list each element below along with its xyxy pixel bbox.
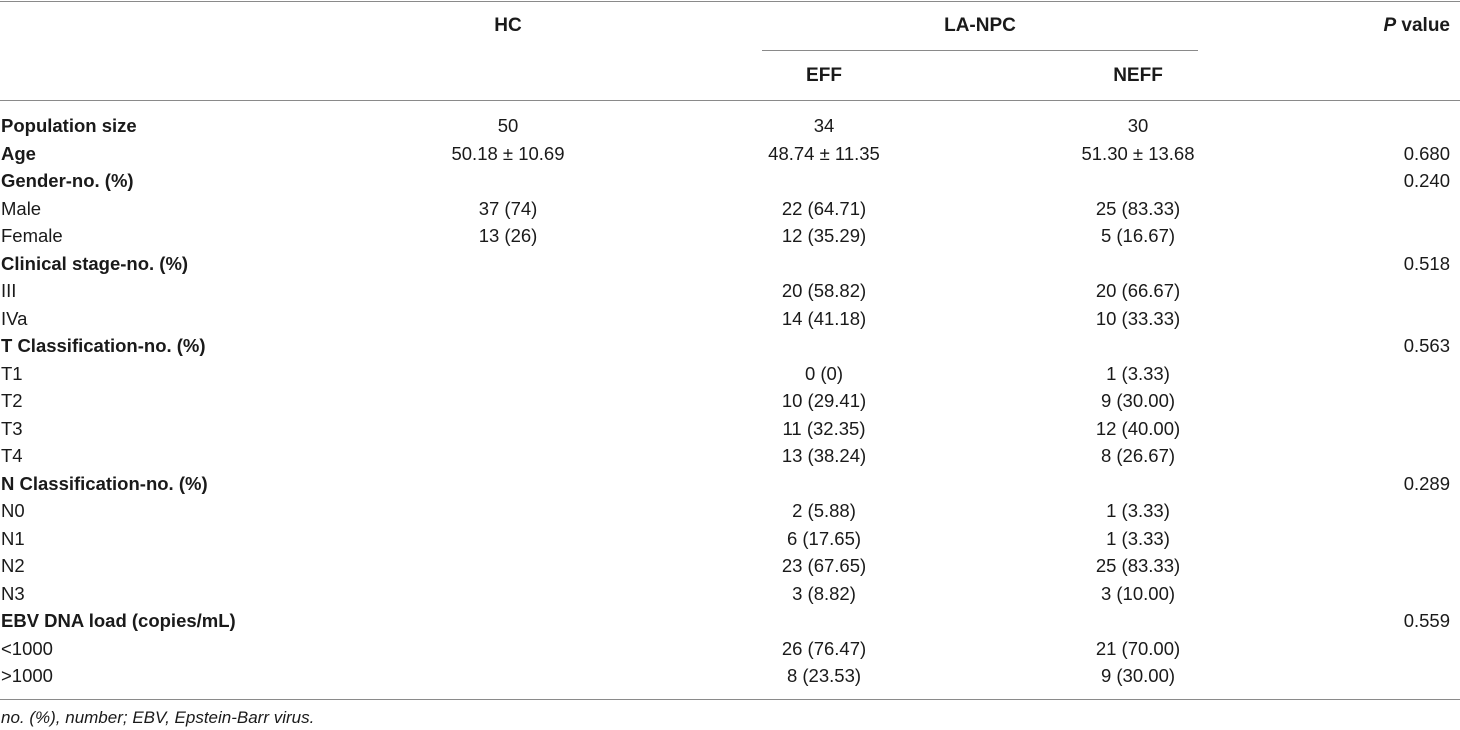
row-label: T1 <box>1 362 23 384</box>
table-section-row: N Classification-no. (%) 0.289 <box>0 470 1460 498</box>
table-body: Population size 50 34 30 Age 50.18 ± 10.69 48.… <box>0 112 1460 690</box>
row-label: N3 <box>1 582 25 604</box>
table-row: Male 37 (74) 22 (64.71) 25 (83.33) <box>0 195 1460 223</box>
cell-eff: 20 (58.82) <box>781 280 867 301</box>
column-group-header-la-npc: LA-NPC <box>944 15 1016 36</box>
table-row: N1 6 (17.65) 1 (3.33) <box>0 525 1460 553</box>
table-row: IVa 14 (41.18) 10 (33.33) <box>0 305 1460 333</box>
row-label: Female <box>1 225 63 246</box>
cell-eff: 13 (38.24) <box>781 445 867 466</box>
cell-neff: 12 (40.00) <box>1095 417 1181 439</box>
row-label: N2 <box>1 555 25 576</box>
table-section-row: EBV DNA load (copies/mL) 0.559 <box>0 607 1460 635</box>
cell-hc: 50 <box>497 115 519 136</box>
cell-neff: 30 <box>1127 115 1149 136</box>
column-header-neff: NEFF <box>1113 65 1163 86</box>
cell-eff: 8 (23.53) <box>786 665 862 686</box>
cell-p-value: 0.289 <box>1403 472 1450 494</box>
row-label: N Classification-no. (%) <box>1 472 208 494</box>
cell-p-value: 0.680 <box>1403 142 1450 164</box>
cell-neff: 3 (10.00) <box>1100 582 1176 604</box>
row-label: N1 <box>1 527 25 549</box>
row-label: Male <box>1 197 42 219</box>
p-symbol: P <box>1383 15 1397 36</box>
cell-neff: 25 (83.33) <box>1095 555 1181 576</box>
row-label: Population size <box>1 115 137 136</box>
table-row: T1 0 (0) 1 (3.33) <box>0 360 1460 388</box>
cell-p-value: 0.240 <box>1403 170 1450 191</box>
row-label: Gender-no. (%) <box>1 170 134 191</box>
cell-eff: 22 (64.71) <box>781 197 867 219</box>
table-row: N0 2 (5.88) 1 (3.33) <box>0 497 1460 525</box>
cell-eff: 3 (8.82) <box>792 582 856 604</box>
p-value-suffix: value <box>1396 15 1450 36</box>
row-label: IVa <box>1 307 28 329</box>
table-row: T2 10 (29.41) 9 (30.00) <box>0 387 1460 415</box>
cell-neff: 1 (3.33) <box>1106 527 1170 549</box>
cell-eff: 6 (17.65) <box>786 527 862 549</box>
cell-eff: 10 (29.41) <box>781 390 867 411</box>
table-section-row: Age 50.18 ± 10.69 48.74 ± 11.35 51.30 ± 13.… <box>0 140 1460 168</box>
cell-eff: 48.74 ± 11.35 <box>768 142 880 164</box>
cell-neff: 9 (30.00) <box>1100 665 1176 686</box>
header-bottom-rule <box>0 100 1460 101</box>
cell-neff: 9 (30.00) <box>1100 390 1176 411</box>
table-row: T3 11 (32.35) 12 (40.00) <box>0 415 1460 443</box>
cell-neff: 5 (16.67) <box>1100 225 1176 246</box>
row-label: N0 <box>1 500 25 521</box>
table-row: N2 23 (67.65) 25 (83.33) <box>0 552 1460 580</box>
table-section-row: T Classification-no. (%) 0.563 <box>0 332 1460 360</box>
column-header-hc: HC <box>494 15 522 36</box>
table-row: N3 3 (8.82) 3 (10.00) <box>0 580 1460 608</box>
row-label: T2 <box>1 390 23 411</box>
table-bottom-rule <box>0 699 1460 700</box>
cell-neff: 51.30 ± 13.68 <box>1081 142 1195 164</box>
column-header-p-value: P value <box>1383 14 1450 38</box>
cell-neff: 25 (83.33) <box>1095 197 1181 219</box>
table-section-row: Gender-no. (%) 0.240 <box>0 167 1460 195</box>
table-row: >1000 8 (23.53) 9 (30.00) <box>0 662 1460 690</box>
cell-eff: 11 (32.35) <box>782 417 866 439</box>
cell-p-value: 0.563 <box>1403 335 1450 356</box>
table-top-rule <box>0 1 1460 2</box>
table-row: III 20 (58.82) 20 (66.67) <box>0 277 1460 305</box>
table-section-row: Clinical stage-no. (%) 0.518 <box>0 250 1460 278</box>
cell-eff: 14 (41.18) <box>781 307 867 329</box>
cell-eff: 34 <box>813 115 835 136</box>
cell-eff: 26 (76.47) <box>781 637 867 659</box>
cell-eff: 2 (5.88) <box>792 500 856 521</box>
cell-neff: 1 (3.33) <box>1106 362 1170 384</box>
row-label: T Classification-no. (%) <box>1 335 206 356</box>
row-label: Clinical stage-no. (%) <box>1 252 189 274</box>
cell-eff: 12 (35.29) <box>781 225 867 246</box>
row-label: EBV DNA load (copies/mL) <box>1 610 236 631</box>
table-footnote: no. (%), number; EBV, Epstein-Barr virus… <box>1 708 315 727</box>
cell-p-value: 0.559 <box>1403 610 1450 631</box>
cell-hc: 50.18 ± 10.69 <box>451 142 565 164</box>
row-label: T3 <box>1 417 23 439</box>
column-header-eff: EFF <box>806 65 842 86</box>
group-header-underline <box>762 50 1198 51</box>
cell-eff: 23 (67.65) <box>781 555 867 576</box>
row-label: >1000 <box>1 665 53 686</box>
cell-neff: 8 (26.67) <box>1100 445 1176 466</box>
table-row: <1000 26 (76.47) 21 (70.00) <box>0 635 1460 663</box>
row-label: III <box>1 280 17 301</box>
table-row: T4 13 (38.24) 8 (26.67) <box>0 442 1460 470</box>
cell-p-value: 0.518 <box>1403 252 1450 274</box>
row-label: T4 <box>1 445 23 466</box>
table-row: Female 13 (26) 12 (35.29) 5 (16.67) <box>0 222 1460 250</box>
table-section-row: Population size 50 34 30 <box>0 112 1460 140</box>
row-label: <1000 <box>1 637 53 659</box>
cell-neff: 1 (3.33) <box>1106 500 1170 521</box>
cell-neff: 10 (33.33) <box>1095 307 1181 329</box>
cell-neff: 20 (66.67) <box>1095 280 1181 301</box>
row-label: Age <box>1 142 36 164</box>
cell-eff: 0 (0) <box>804 362 844 384</box>
cell-neff: 21 (70.00) <box>1095 637 1181 659</box>
cell-hc: 13 (26) <box>478 225 538 246</box>
cell-hc: 37 (74) <box>478 197 538 219</box>
